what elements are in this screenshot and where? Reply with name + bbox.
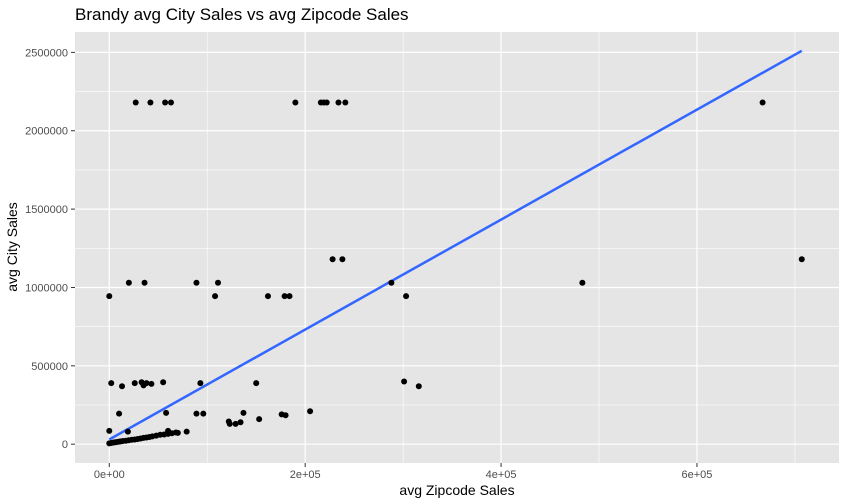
data-point: [415, 383, 422, 390]
y-tick-label: 2000000: [25, 126, 68, 138]
trend-layer: [108, 49, 803, 441]
data-point: [215, 279, 222, 286]
plot-panel: [75, 32, 839, 463]
x-tick-label: 2e+05: [290, 469, 321, 481]
data-point: [124, 428, 131, 435]
y-axis-ticks: 0 500000 1000000 1500000 2000000 2500000: [25, 47, 75, 451]
data-point: [167, 99, 174, 106]
y-axis-title: avg City Sales: [4, 202, 20, 291]
y-tick-label: 1000000: [25, 282, 68, 294]
data-point: [264, 293, 271, 300]
data-point: [253, 380, 260, 387]
x-axis-ticks: 0e+00 2e+05 4e+05 6e+05: [94, 463, 713, 481]
chart-title: Brandy avg City Sales vs avg Zipcode Sal…: [75, 5, 409, 24]
data-point: [147, 99, 154, 106]
x-tick-label: 6e+05: [682, 469, 713, 481]
data-point: [226, 420, 233, 427]
data-point: [281, 293, 288, 300]
data-point: [193, 279, 200, 286]
data-point: [197, 380, 204, 387]
data-point: [335, 99, 342, 106]
trend-line: [108, 49, 803, 441]
data-point: [342, 99, 349, 106]
data-point: [759, 99, 766, 106]
major-grid: [75, 32, 839, 463]
data-point: [240, 409, 247, 416]
data-point: [232, 420, 239, 427]
data-point: [119, 383, 126, 390]
y-tick-label: 0: [62, 439, 68, 451]
data-point: [403, 293, 410, 300]
data-point: [132, 99, 139, 106]
data-point: [141, 279, 148, 286]
data-point: [286, 293, 293, 300]
data-point: [388, 279, 395, 286]
y-tick-label: 500000: [31, 361, 68, 373]
data-point: [200, 410, 207, 417]
data-point: [292, 99, 299, 106]
data-point: [162, 99, 169, 106]
data-point: [106, 427, 113, 434]
data-point: [237, 419, 244, 426]
x-tick-label: 4e+05: [486, 469, 517, 481]
data-point: [163, 409, 170, 416]
minor-grid: [75, 32, 839, 463]
data-point: [131, 380, 138, 387]
data-point: [307, 408, 314, 415]
data-point: [108, 380, 115, 387]
data-point: [798, 256, 805, 263]
data-point: [183, 428, 190, 435]
data-point: [579, 279, 586, 286]
data-point: [212, 293, 219, 300]
data-point: [168, 430, 175, 437]
data-point: [116, 410, 123, 417]
data-point: [256, 416, 263, 423]
data-point: [323, 99, 330, 106]
data-point: [143, 380, 150, 387]
data-point: [125, 279, 132, 286]
data-point: [148, 380, 155, 387]
data-point: [174, 429, 181, 436]
data-point: [106, 293, 113, 300]
data-point: [160, 379, 167, 386]
data-point: [329, 256, 336, 263]
data-point: [282, 412, 289, 419]
data-point: [339, 256, 346, 263]
x-tick-label: 0e+00: [94, 469, 125, 481]
data-point: [193, 410, 200, 417]
x-axis-title: avg Zipcode Sales: [399, 482, 514, 498]
points-layer: [106, 99, 805, 447]
y-tick-label: 2500000: [25, 47, 68, 59]
y-tick-label: 1500000: [25, 204, 68, 216]
data-point: [401, 378, 408, 385]
